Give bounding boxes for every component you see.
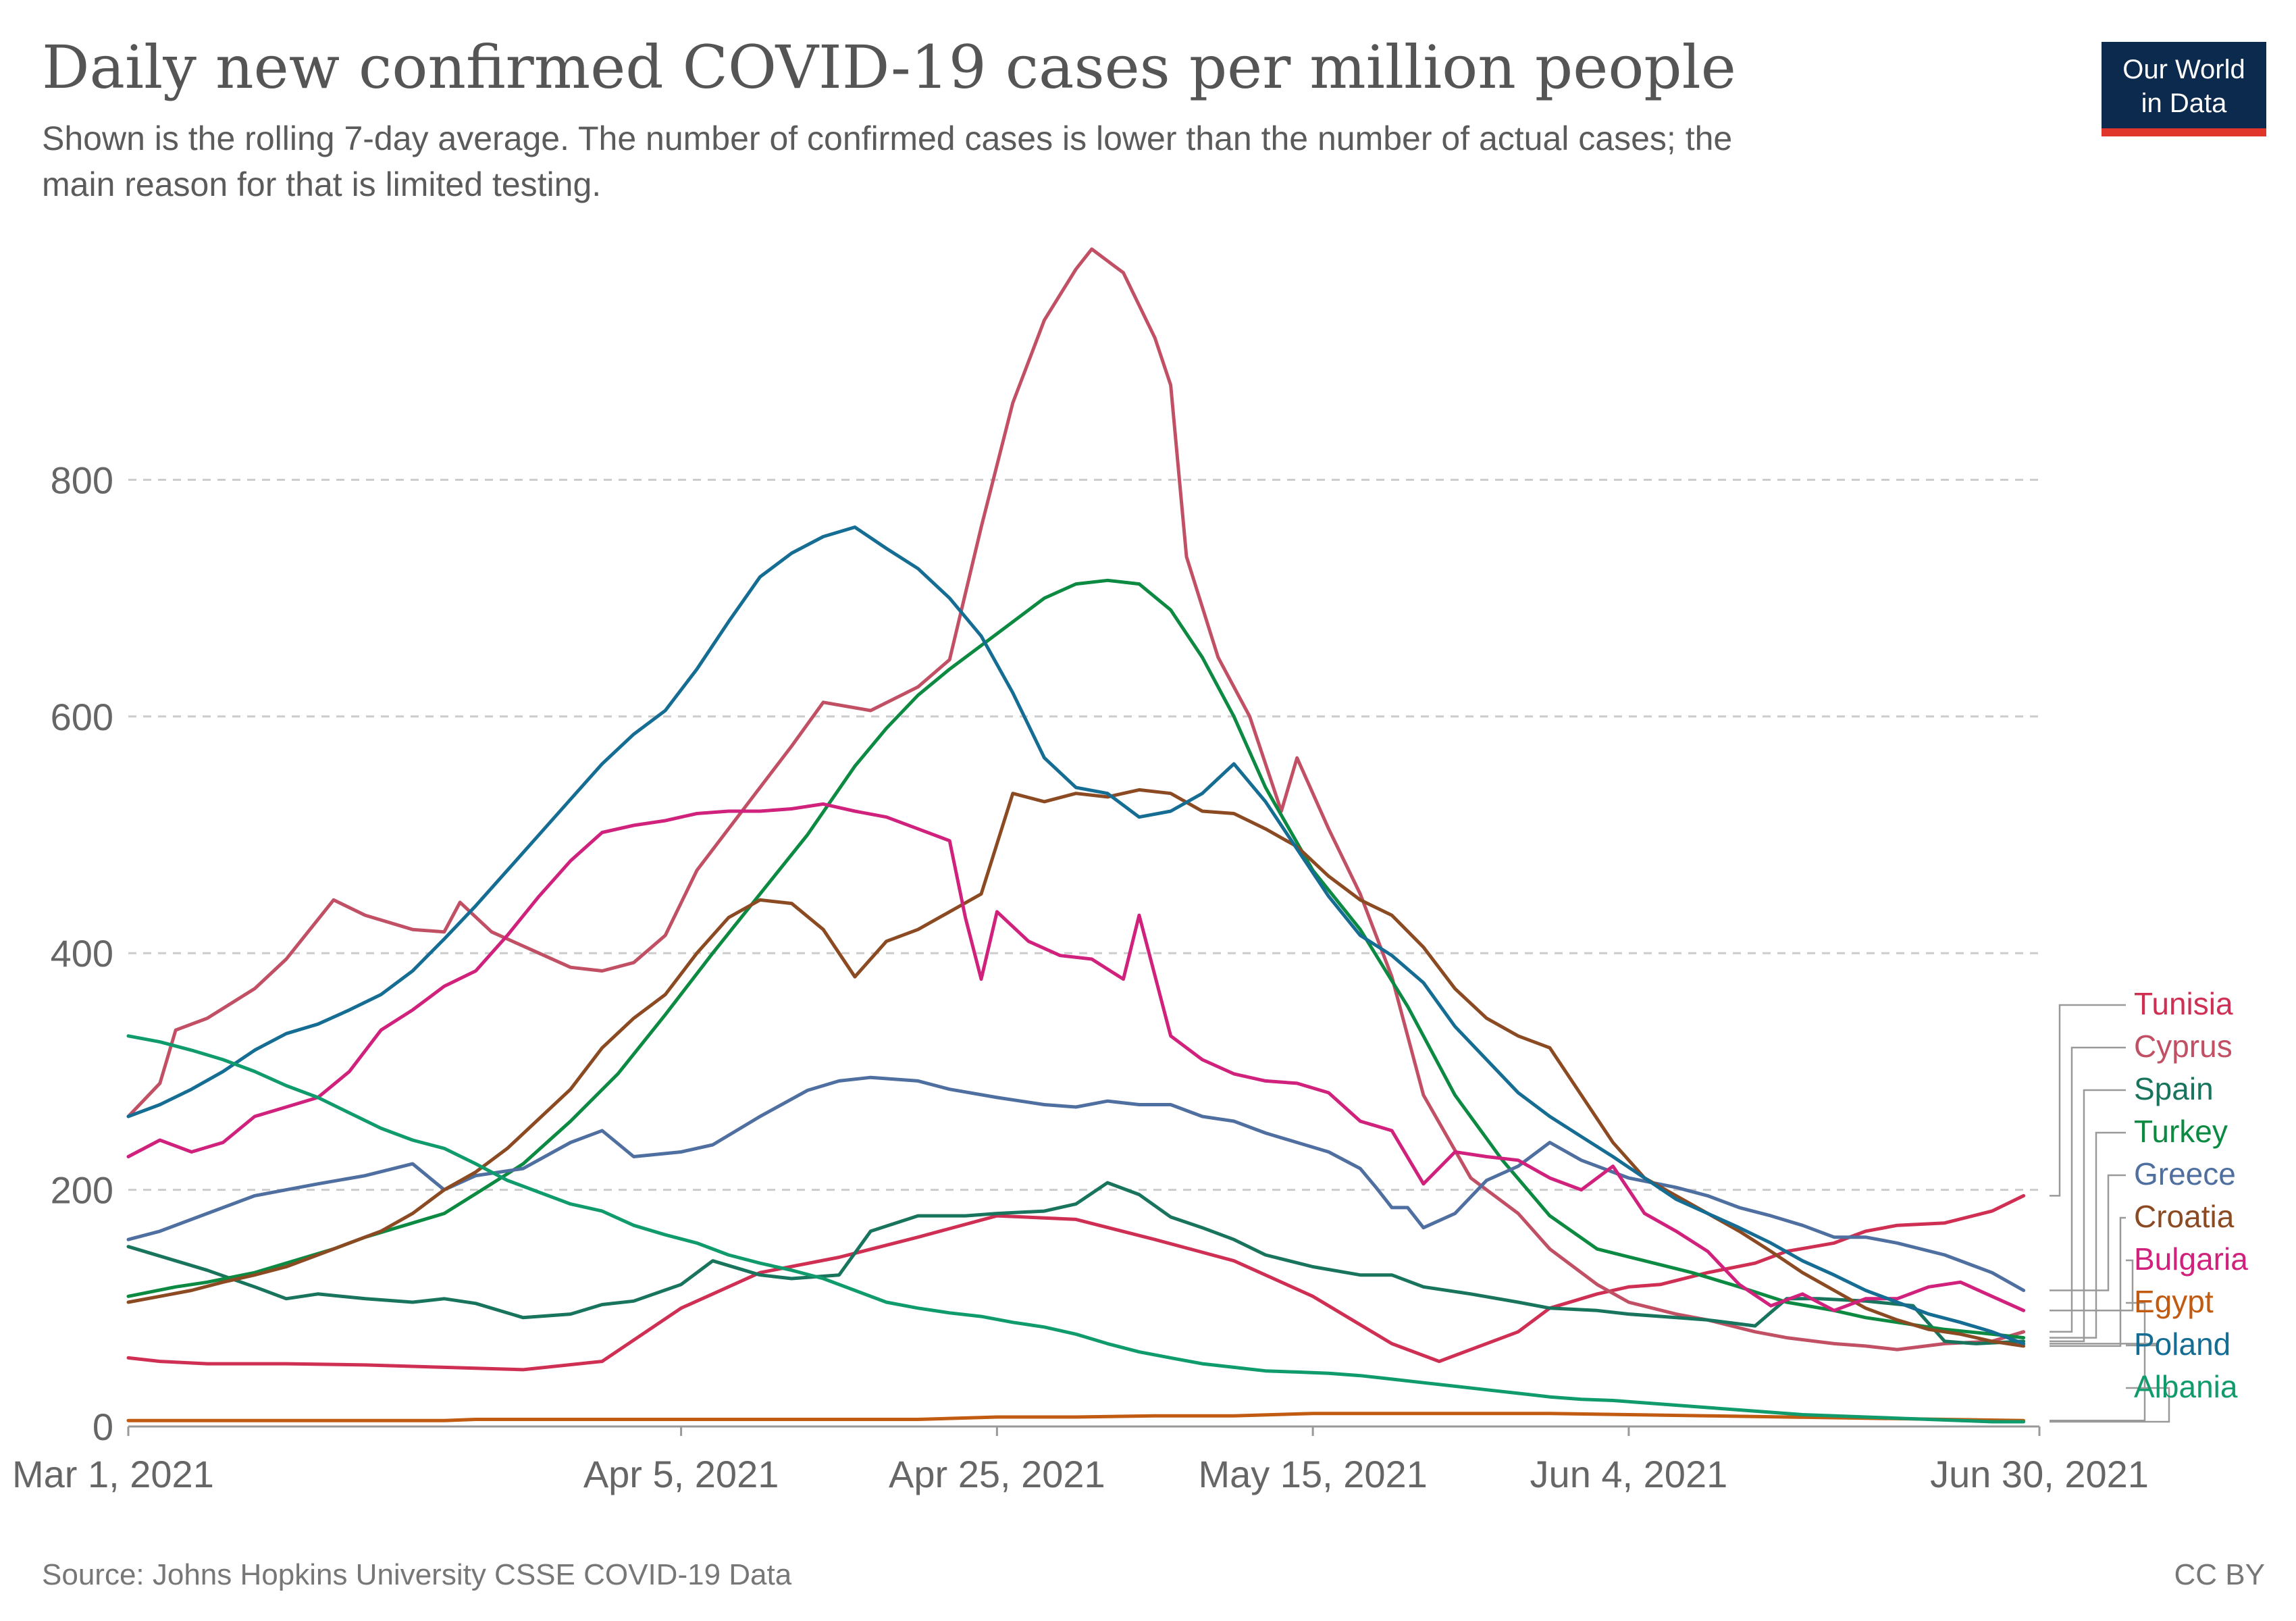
series-line-cyprus (126, 247, 2026, 1352)
legend-label-poland: Poland (2134, 1327, 2230, 1362)
series-line-bulgaria (126, 802, 2026, 1312)
legend-leader-croatia (2050, 1216, 2126, 1347)
legend-leader-cyprus (2050, 1046, 2126, 1333)
legend-label-egypt: Egypt (2134, 1284, 2214, 1319)
chart-subtitle-line-2: main reason for that is limited testing. (42, 165, 601, 203)
series-line-tunisia (126, 1193, 2026, 1372)
legend-leader-greece (2050, 1174, 2126, 1291)
chart-subtitle-line-1: Shown is the rolling 7-day average. The … (42, 120, 1732, 157)
logo-accent-bar (2102, 128, 2266, 136)
legend: Tunisia Cyprus Spain Turkey Greece Croatia Bul… (2050, 986, 2248, 1423)
legend-leader-tunisia (2050, 1004, 2126, 1197)
y-tick-label: 800 (51, 459, 113, 501)
legend-leader-egypt (2050, 1302, 2146, 1422)
series-line-turkey (126, 578, 2026, 1340)
x-tick-label: May 15, 2021 (1198, 1453, 1427, 1495)
legend-leader-bulgaria (2050, 1259, 2134, 1312)
series-line-greece (126, 1075, 2026, 1292)
y-tick-label: 200 (51, 1169, 113, 1212)
series-line-spain (126, 1181, 2026, 1345)
series-line-poland (126, 525, 2026, 1345)
x-tick-label: Apr 5, 2021 (583, 1453, 779, 1495)
y-tick-label: 0 (93, 1406, 113, 1448)
legend-label-cyprus: Cyprus (2134, 1029, 2233, 1064)
legend-leader-turkey (2050, 1131, 2126, 1339)
legend-label-turkey: Turkey (2134, 1114, 2228, 1149)
grid-layer (128, 478, 2039, 1191)
legend-leader-albania (2050, 1387, 2170, 1423)
axis-layer: 0 200 400 600 800 Mar 1, 2021 Apr 5, 2021 Apr 2… (12, 459, 2149, 1495)
y-tick-label: 400 (51, 932, 113, 975)
logo-line-1: Our World (2122, 55, 2245, 84)
legend-leader-spain (2050, 1089, 2126, 1343)
chart-title: Daily new confirmed COVID-19 cases per m… (42, 32, 1736, 102)
legend-label-spain: Spain (2134, 1071, 2214, 1106)
series-layer (126, 247, 2026, 1424)
series-line-albania (126, 1034, 2026, 1424)
x-tick-label: Apr 25, 2021 (889, 1453, 1105, 1495)
logo-line-2: in Data (2141, 88, 2227, 118)
legend-label-bulgaria: Bulgaria (2134, 1241, 2248, 1277)
x-tick-label: Jun 30, 2021 (1930, 1453, 2149, 1495)
logo-background (2102, 42, 2266, 132)
legend-label-albania: Albania (2134, 1369, 2238, 1404)
legend-label-tunisia: Tunisia (2134, 986, 2233, 1021)
legend-label-greece: Greece (2134, 1156, 2236, 1191)
series-line-egypt (126, 1412, 2026, 1422)
x-tick-label: Mar 1, 2021 (12, 1453, 214, 1495)
owid-logo[interactable]: Our World in Data (2102, 42, 2266, 136)
x-tick-label: Jun 4, 2021 (1530, 1453, 1728, 1495)
series-line-croatia (126, 788, 2026, 1348)
legend-label-croatia: Croatia (2134, 1199, 2235, 1234)
license-note: CC BY (2174, 1558, 2265, 1591)
source-note: Source: Johns Hopkins University CSSE CO… (42, 1558, 792, 1591)
legend-leader-poland (2050, 1343, 2158, 1347)
y-tick-label: 600 (51, 696, 113, 738)
